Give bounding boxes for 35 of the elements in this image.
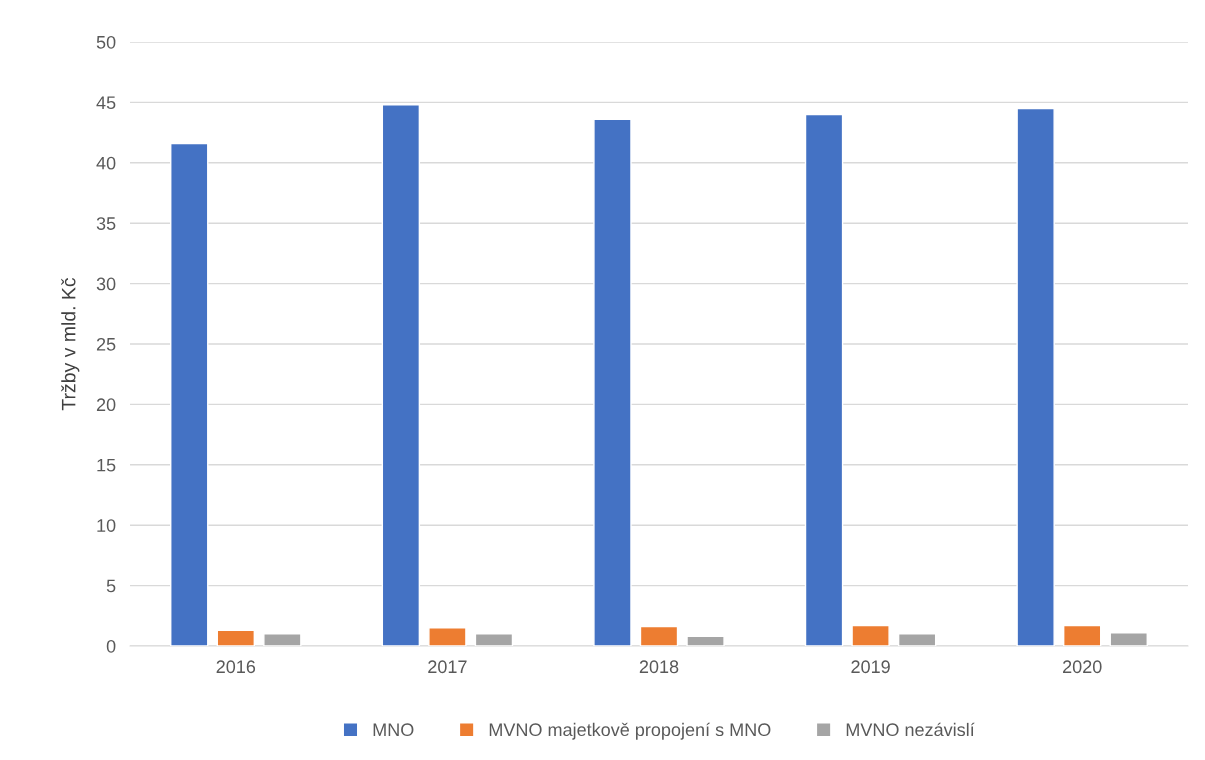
bar — [381, 104, 421, 646]
y-tick-label: 20 — [96, 398, 116, 412]
y-tick-label: 50 — [96, 35, 116, 49]
x-tick-label: 2019 — [851, 660, 890, 674]
y-tick-label: 40 — [96, 156, 116, 170]
bar — [263, 633, 302, 646]
bar — [686, 635, 725, 646]
bar — [1109, 632, 1148, 646]
y-tick-label: 0 — [106, 639, 116, 653]
y-tick-label: 35 — [96, 217, 116, 230]
legend-label: MVNO majetkově propojení s MNO — [489, 722, 771, 740]
y-tick-label: 5 — [106, 579, 116, 593]
y-tick-label: 25 — [96, 337, 116, 351]
bar — [851, 624, 890, 646]
bar — [428, 627, 467, 646]
bar — [804, 113, 844, 646]
x-tick-label: 2018 — [639, 660, 679, 674]
y-tick-label: 15 — [97, 458, 116, 472]
bar — [593, 118, 632, 646]
y-tick-label: 45 — [96, 96, 116, 110]
bar — [639, 625, 679, 646]
legend-label: MNO — [373, 723, 414, 737]
y-axis-title: Tržby v mld. Kč — [61, 277, 80, 411]
bar — [170, 142, 209, 646]
legend-label: MVNO nezávislí — [846, 722, 975, 737]
y-tick-label: 30 — [96, 277, 116, 291]
y-tick-label: 10 — [97, 519, 116, 532]
bar — [897, 633, 937, 646]
bar — [474, 633, 514, 646]
bar — [216, 629, 256, 646]
x-tick-label: 2020 — [1063, 660, 1102, 674]
x-tick-label: 2017 — [428, 660, 467, 674]
x-tick-label: 2016 — [216, 660, 256, 674]
bar — [1016, 107, 1055, 646]
bar — [1062, 624, 1102, 646]
